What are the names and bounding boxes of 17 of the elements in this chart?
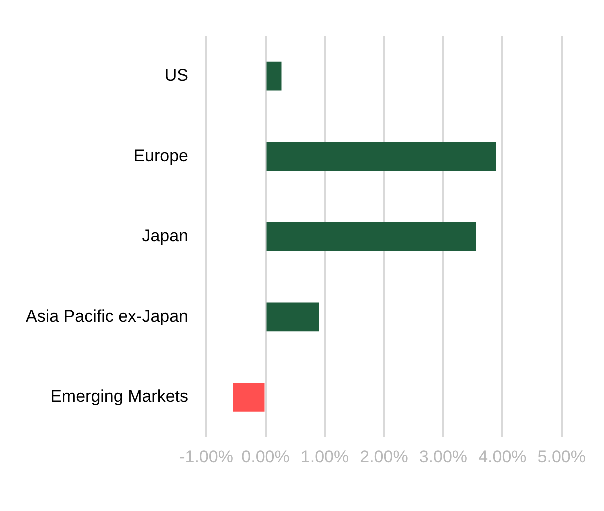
y-tick-label: Europe bbox=[134, 146, 189, 166]
x-tick-label: 3.00% bbox=[419, 447, 468, 466]
y-tick-label: Emerging Markets bbox=[50, 387, 189, 406]
x-tick-label: 4.00% bbox=[478, 447, 527, 466]
bar bbox=[233, 383, 265, 412]
x-tick-label: 1.00% bbox=[300, 447, 350, 466]
y-tick-label: US bbox=[164, 66, 189, 86]
x-tick-label: 5.00% bbox=[538, 447, 586, 466]
x-tick-label: 2.00% bbox=[360, 447, 408, 466]
bar bbox=[266, 62, 282, 91]
x-tick-label: 0.00% bbox=[242, 447, 290, 466]
y-tick-label: Japan bbox=[142, 226, 189, 246]
y-tick-label: Asia Pacific ex-Japan bbox=[26, 306, 189, 326]
bar bbox=[266, 142, 496, 172]
bar bbox=[266, 222, 476, 252]
bar bbox=[266, 302, 320, 332]
x-tick-label: -1.00% bbox=[180, 447, 234, 466]
